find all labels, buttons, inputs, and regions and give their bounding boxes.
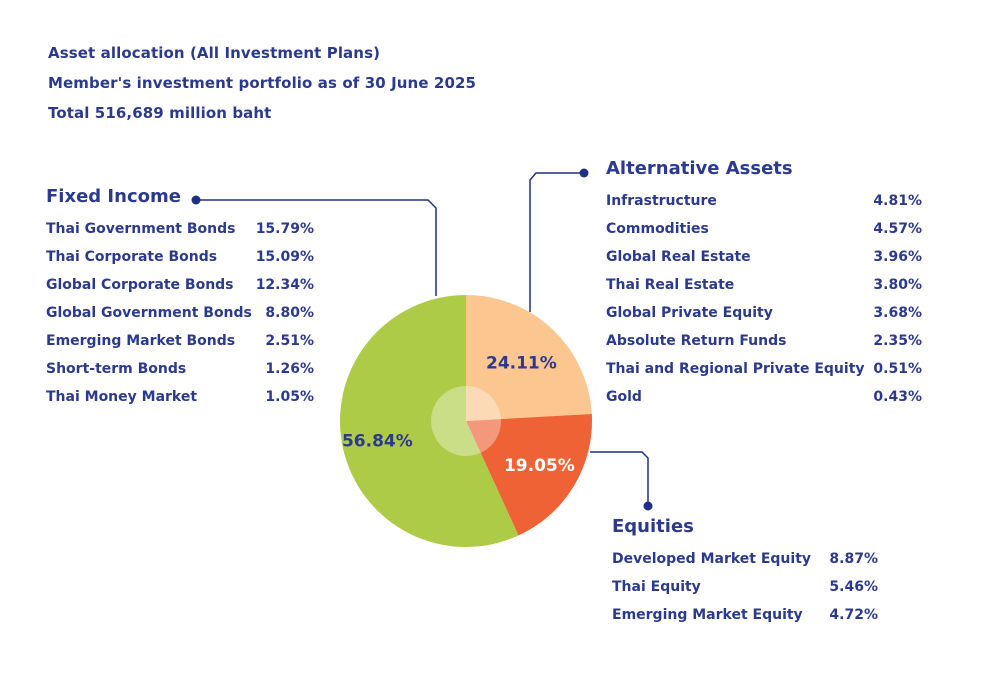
fixed-income-panel: Fixed Income Thai Government Bonds 15.79%… — [46, 186, 314, 411]
equities-dot — [643, 501, 653, 511]
item-percent: 2.51% — [265, 333, 314, 349]
equities-connector — [590, 451, 649, 506]
chart-header: Asset allocation (All Investment Plans) … — [48, 38, 476, 128]
header-total: Total 516,689 million baht — [48, 104, 272, 122]
item-name: Global Private Equity — [606, 305, 773, 321]
item-percent: 4.81% — [873, 193, 922, 209]
fixed-income-title: Fixed Income — [46, 186, 181, 207]
connector-lines — [191, 168, 653, 511]
list-item: Short-term Bonds 1.26% — [46, 355, 314, 383]
list-item: Infrastructure 4.81% — [606, 187, 922, 215]
slice-label: 24.11% — [486, 353, 557, 373]
pie-slice — [339, 295, 519, 548]
item-percent: 15.09% — [255, 249, 314, 265]
list-item: Emerging Market Bonds 2.51% — [46, 327, 314, 355]
list-item: Emerging Market Equity 4.72% — [612, 601, 878, 629]
item-percent: 12.34% — [255, 277, 314, 293]
list-item: Global Government Bonds 8.80% — [46, 299, 314, 327]
item-name: Thai and Regional Private Equity — [606, 361, 865, 377]
list-item: Absolute Return Funds 2.35% — [606, 327, 922, 355]
item-name: Absolute Return Funds — [606, 333, 787, 349]
list-item: Global Corporate Bonds 12.34% — [46, 271, 314, 299]
list-item: Thai and Regional Private Equity 0.51% — [606, 355, 922, 383]
item-percent: 1.05% — [265, 389, 314, 405]
item-percent: 0.43% — [873, 389, 922, 405]
item-percent: 3.68% — [873, 305, 922, 321]
item-name: Gold — [606, 389, 642, 405]
pie-slice-labels: 24.11% 19.05% 56.84% — [342, 353, 575, 476]
item-name: Global Corporate Bonds — [46, 277, 234, 293]
pie-slice — [466, 413, 592, 536]
pie-slice — [466, 295, 592, 421]
list-item: Developed Market Equity 8.87% — [612, 545, 878, 573]
slice-label: 19.05% — [504, 456, 575, 476]
equities-panel: Equities Developed Market Equity 8.87% Tha… — [612, 516, 878, 629]
alternative-assets-connector — [529, 172, 584, 312]
item-percent: 3.96% — [873, 249, 922, 265]
list-item: Thai Money Market 1.05% — [46, 383, 314, 411]
item-name: Infrastructure — [606, 193, 717, 209]
item-name: Global Government Bonds — [46, 305, 252, 321]
alternative-assets-panel: Alternative Assets Infrastructure 4.81% Co… — [606, 158, 922, 411]
item-name: Thai Equity — [612, 579, 701, 595]
item-percent: 8.87% — [829, 551, 878, 567]
list-item: Thai Corporate Bonds 15.09% — [46, 243, 314, 271]
equities-title: Equities — [612, 516, 694, 537]
alternative-assets-dot — [579, 168, 589, 178]
list-item: Commodities 4.57% — [606, 215, 922, 243]
list-item: Global Real Estate 3.96% — [606, 243, 922, 271]
fixed-income-connector — [196, 199, 437, 296]
item-name: Developed Market Equity — [612, 551, 812, 567]
header-title: Asset allocation (All Investment Plans) — [48, 44, 381, 62]
item-percent: 1.26% — [265, 361, 314, 377]
item-percent: 15.79% — [255, 221, 314, 237]
item-percent: 3.80% — [873, 277, 922, 293]
fixed-income-list: Thai Government Bonds 15.79% Thai Corporat… — [46, 215, 314, 411]
item-name: Global Real Estate — [606, 249, 751, 265]
header-date: Member's investment portfolio as of 30 J… — [48, 74, 477, 92]
fixed-income-dot — [191, 195, 201, 205]
item-name: Thai Real Estate — [606, 277, 735, 293]
pie-slices — [339, 295, 592, 548]
list-item: Thai Equity 5.46% — [612, 573, 878, 601]
list-item: Thai Real Estate 3.80% — [606, 271, 922, 299]
item-percent: 5.46% — [829, 579, 878, 595]
list-item: Global Private Equity 3.68% — [606, 299, 922, 327]
slice-label: 56.84% — [342, 431, 413, 451]
item-percent: 4.57% — [873, 221, 922, 237]
list-item: Thai Government Bonds 15.79% — [46, 215, 314, 243]
center-highlight — [431, 386, 501, 456]
item-percent: 8.80% — [265, 305, 314, 321]
item-name: Thai Corporate Bonds — [46, 249, 218, 265]
alternative-assets-title: Alternative Assets — [606, 158, 793, 179]
equities-list: Developed Market Equity 8.87% Thai Equity 5… — [612, 545, 878, 629]
alternative-assets-list: Infrastructure 4.81% Commodities 4.57% Globa… — [606, 187, 922, 411]
item-percent: 0.51% — [873, 361, 922, 377]
list-item: Gold 0.43% — [606, 383, 922, 411]
item-name: Emerging Market Equity — [612, 607, 803, 623]
item-percent: 4.72% — [829, 607, 878, 623]
item-name: Emerging Market Bonds — [46, 333, 236, 349]
item-percent: 2.35% — [873, 333, 922, 349]
item-name: Thai Government Bonds — [46, 221, 236, 237]
item-name: Commodities — [606, 221, 709, 237]
item-name: Thai Money Market — [46, 389, 198, 405]
pie-center-overlay — [431, 386, 501, 456]
item-name: Short-term Bonds — [46, 361, 187, 377]
